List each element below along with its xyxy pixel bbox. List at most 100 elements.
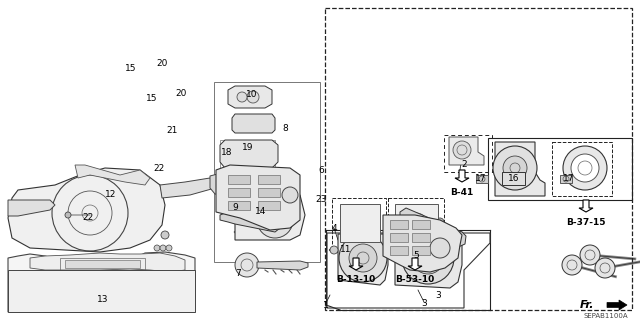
Circle shape [282, 187, 298, 203]
Text: 1: 1 [323, 300, 329, 309]
Circle shape [571, 154, 599, 182]
Circle shape [436, 218, 444, 226]
Text: 23: 23 [316, 195, 326, 204]
Text: 2: 2 [461, 159, 467, 169]
Circle shape [330, 246, 338, 254]
Circle shape [160, 245, 166, 251]
Text: 5: 5 [413, 252, 419, 260]
Bar [258, 201, 280, 210]
Bar [345, 226, 365, 233]
Text: 18: 18 [221, 148, 233, 156]
Polygon shape [160, 178, 215, 198]
Circle shape [595, 258, 615, 278]
Bar [258, 175, 280, 184]
Bar [220, 140, 275, 175]
Text: 17: 17 [476, 173, 487, 182]
Bar [412, 246, 430, 255]
Text: 20: 20 [175, 89, 187, 98]
Text: 22: 22 [154, 164, 164, 172]
Polygon shape [395, 232, 462, 288]
Polygon shape [228, 86, 272, 108]
Circle shape [562, 255, 582, 275]
Polygon shape [338, 234, 388, 285]
Bar [390, 220, 408, 229]
Circle shape [563, 146, 607, 190]
Text: 4: 4 [331, 223, 337, 233]
Polygon shape [257, 261, 308, 270]
Circle shape [154, 245, 160, 251]
Text: 22: 22 [83, 212, 93, 221]
Text: 20: 20 [156, 59, 168, 68]
Bar [228, 175, 250, 184]
Polygon shape [495, 142, 545, 196]
Text: 12: 12 [106, 189, 116, 198]
Polygon shape [75, 165, 150, 185]
Bar [236, 196, 264, 216]
Polygon shape [235, 195, 305, 240]
Text: 7: 7 [235, 269, 241, 278]
Text: 3: 3 [435, 291, 441, 300]
Text: 17: 17 [563, 173, 575, 182]
Text: 11: 11 [340, 244, 352, 253]
Circle shape [161, 231, 169, 239]
Bar [345, 208, 365, 215]
Text: B-13-10: B-13-10 [337, 276, 376, 284]
Circle shape [166, 245, 172, 251]
Polygon shape [408, 258, 422, 270]
Circle shape [503, 156, 527, 180]
Circle shape [493, 146, 537, 190]
Bar [325, 8, 632, 310]
Bar [345, 217, 365, 224]
FancyArrow shape [607, 300, 627, 310]
Circle shape [412, 242, 444, 274]
Text: 15: 15 [125, 63, 137, 73]
Bar [388, 198, 444, 252]
Text: 8: 8 [282, 124, 288, 132]
Polygon shape [455, 170, 469, 182]
Polygon shape [216, 165, 300, 230]
Circle shape [402, 232, 454, 284]
Circle shape [257, 202, 293, 238]
Bar [214, 82, 320, 262]
Circle shape [430, 238, 450, 258]
Text: 10: 10 [246, 90, 258, 99]
Circle shape [580, 245, 600, 265]
Bar [390, 246, 408, 255]
Polygon shape [560, 175, 572, 183]
Polygon shape [476, 175, 488, 183]
Text: 9: 9 [232, 203, 238, 212]
Circle shape [65, 212, 71, 218]
Polygon shape [502, 172, 525, 185]
Text: 19: 19 [243, 142, 253, 151]
Polygon shape [8, 270, 195, 312]
Polygon shape [30, 253, 185, 272]
Polygon shape [400, 208, 466, 248]
Polygon shape [232, 114, 275, 133]
Text: Fr.: Fr. [579, 300, 594, 310]
Circle shape [339, 234, 387, 282]
Text: 15: 15 [147, 93, 157, 102]
Bar [228, 201, 250, 210]
Bar [488, 138, 632, 200]
Polygon shape [449, 137, 484, 165]
Polygon shape [395, 204, 438, 245]
Text: SEPAB1100A: SEPAB1100A [584, 313, 628, 319]
Polygon shape [8, 200, 55, 216]
Polygon shape [383, 215, 462, 272]
Polygon shape [220, 211, 282, 232]
Text: 3: 3 [421, 299, 427, 308]
Text: 14: 14 [255, 206, 267, 215]
Polygon shape [579, 200, 593, 212]
Text: 16: 16 [508, 173, 520, 182]
Text: 21: 21 [166, 125, 178, 134]
Polygon shape [349, 258, 363, 270]
Circle shape [237, 92, 247, 102]
Circle shape [453, 141, 471, 159]
Polygon shape [340, 204, 380, 242]
Circle shape [235, 253, 259, 277]
Text: B-37-15: B-37-15 [566, 218, 605, 227]
Circle shape [402, 218, 410, 226]
Bar [228, 188, 250, 197]
Text: B-41: B-41 [451, 188, 474, 196]
Circle shape [247, 91, 259, 103]
